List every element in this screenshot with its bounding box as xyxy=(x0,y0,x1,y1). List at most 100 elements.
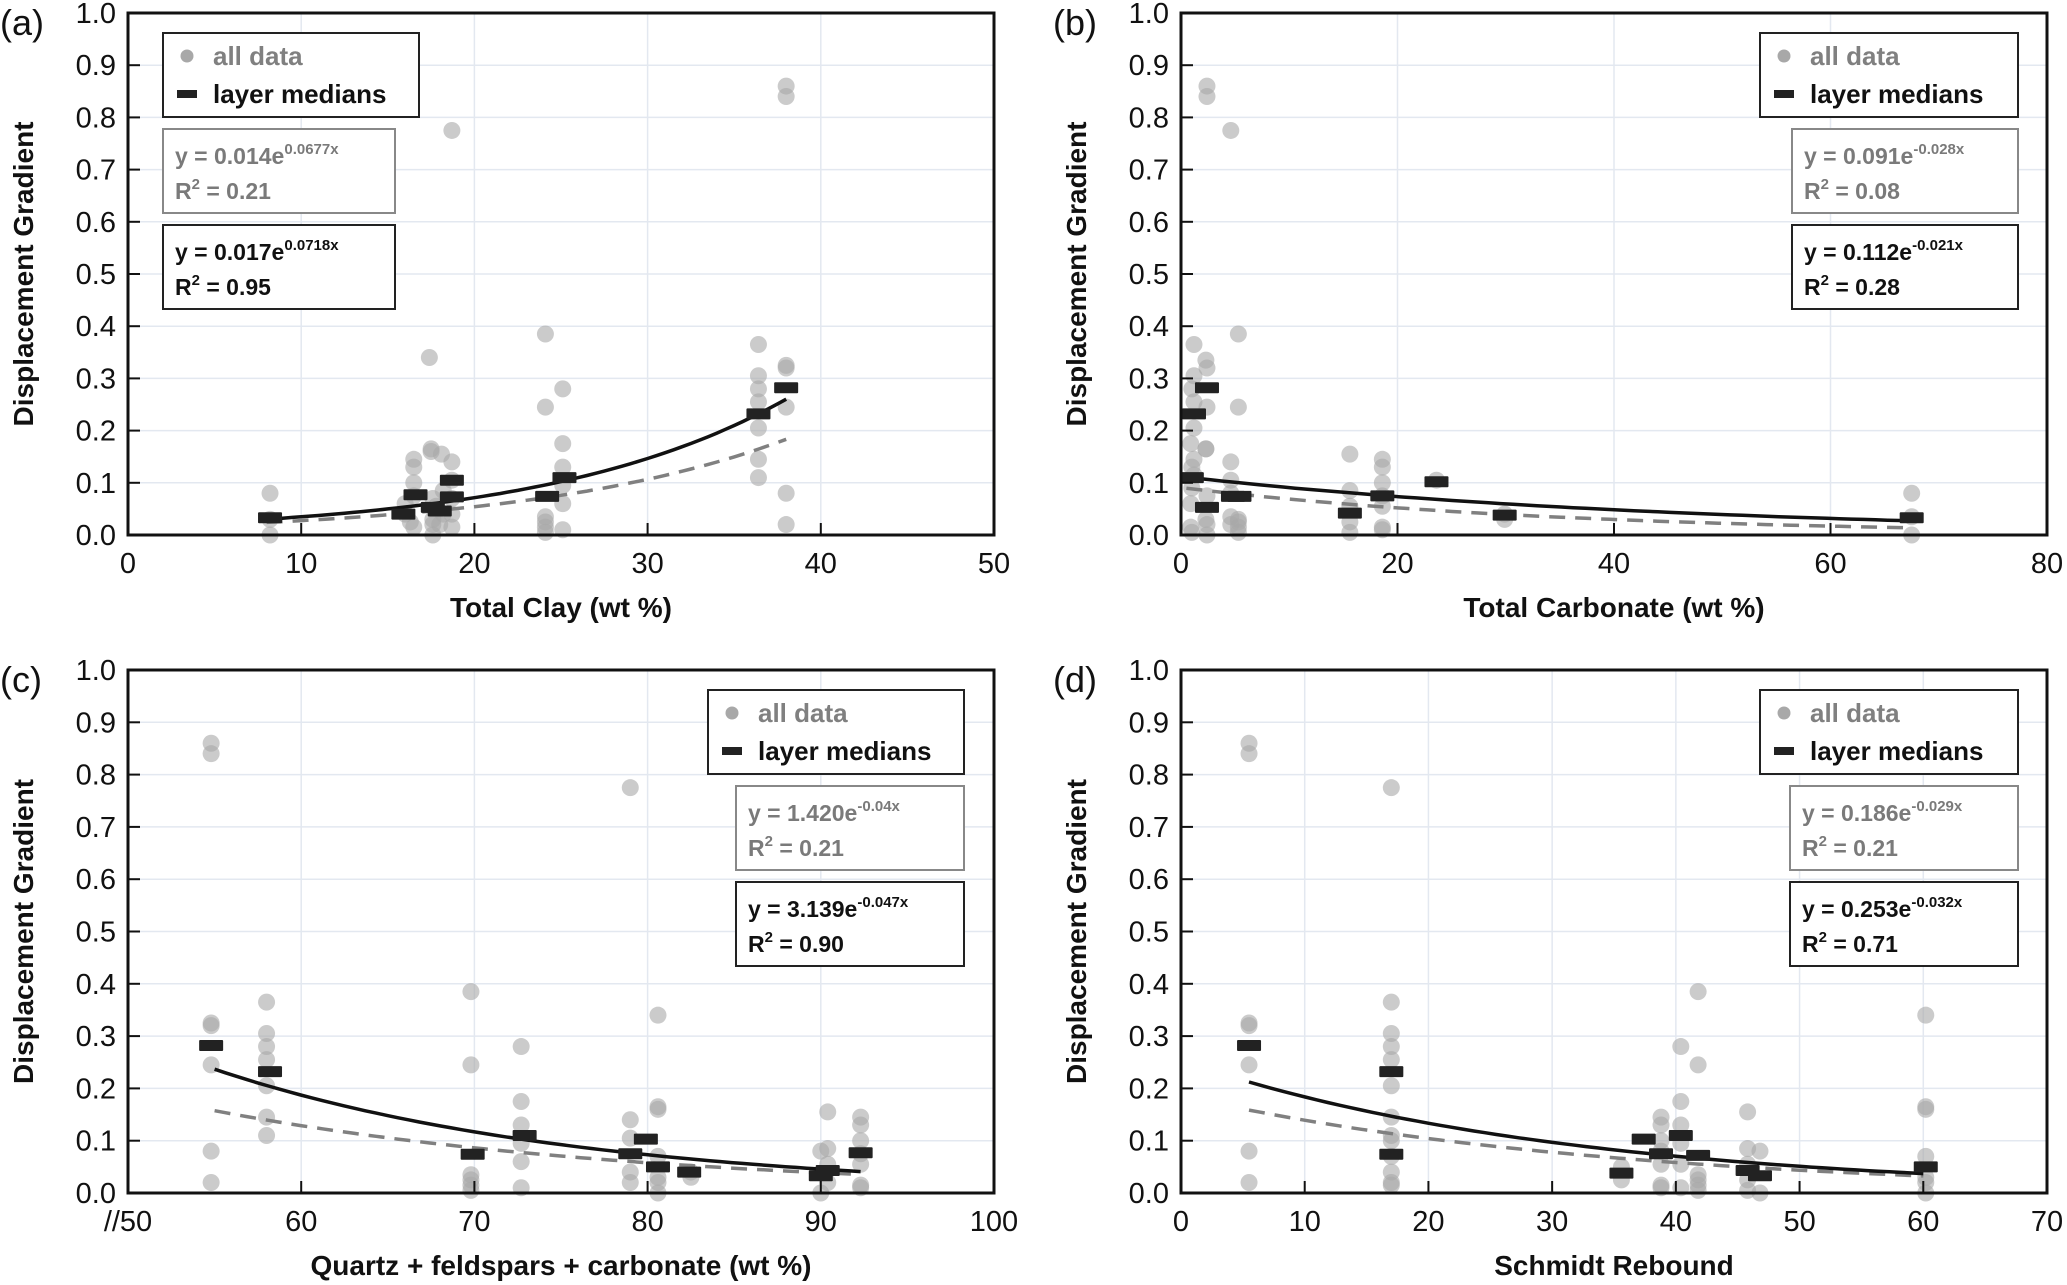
y-tick-label: 0.5 xyxy=(76,917,116,949)
r2-value: = 0.21 xyxy=(200,178,271,204)
y-tick-label: 0.8 xyxy=(76,760,116,792)
legend-frame xyxy=(1759,689,2019,775)
median-marker xyxy=(633,1133,658,1145)
data-point xyxy=(777,484,795,502)
data-point xyxy=(1382,1024,1400,1042)
equation-exponent: -0.047x xyxy=(857,894,909,911)
median-marker xyxy=(427,505,452,517)
median-marker xyxy=(391,508,416,520)
median-marker xyxy=(512,1129,537,1141)
y-tick-label: 1.0 xyxy=(76,655,116,687)
y-tick-label: 0.1 xyxy=(76,468,116,500)
equation-base: y = 0.112e xyxy=(1804,239,1912,265)
y-tick-label: 0.4 xyxy=(1129,969,1169,1001)
data-point xyxy=(462,1056,480,1074)
x-tick-label: 20 xyxy=(1381,548,1413,580)
data-point xyxy=(1240,1174,1258,1192)
data-point xyxy=(1739,1103,1757,1121)
data-point xyxy=(1382,1176,1400,1194)
fit-line-all-data xyxy=(1186,486,1912,530)
equation-box-all-data: y = 0.091e-0.028x R2 = 0.08 xyxy=(1791,128,2019,214)
data-point xyxy=(749,335,767,353)
data-point xyxy=(1373,458,1391,476)
y-tick-label: 0.6 xyxy=(1129,207,1169,239)
equation-box-all-data-equation: y = 0.014e0.0677x xyxy=(175,141,339,169)
data-point xyxy=(1917,1147,1935,1165)
y-tick-label: 0.5 xyxy=(1129,917,1169,949)
equation-box-all-data-equation: y = 1.420e-0.04x xyxy=(748,798,901,826)
y-axis-title: Displacement Gradient xyxy=(8,122,39,427)
data-point xyxy=(202,1017,220,1035)
legend-dot-icon xyxy=(725,706,739,720)
data-point xyxy=(1382,993,1400,1011)
data-point xyxy=(649,1006,667,1024)
y-tick-label: 0.9 xyxy=(1129,707,1169,739)
y-tick-label: 0.0 xyxy=(76,1178,116,1210)
median-marker xyxy=(1747,1170,1772,1182)
median-marker xyxy=(1631,1133,1656,1145)
y-tick-label: 0.3 xyxy=(76,363,116,395)
data-point xyxy=(777,359,795,377)
median-marker xyxy=(1609,1167,1634,1179)
median-marker xyxy=(677,1166,702,1178)
x-axis: 0 20 40 60 80 xyxy=(1173,523,2063,580)
r2-label: R xyxy=(1804,178,1821,204)
r2-value: = 0.21 xyxy=(773,835,844,861)
data-point xyxy=(258,1051,276,1069)
x-tick-label: 0 xyxy=(1173,548,1189,580)
equation-exponent: -0.029x xyxy=(1911,798,1963,815)
fit-line-medians xyxy=(1186,475,1912,523)
median-marker xyxy=(1227,490,1252,502)
legend-frame xyxy=(1759,32,2019,118)
data-point xyxy=(1373,474,1391,492)
data-point xyxy=(202,1174,220,1192)
y-tick-label: 0.5 xyxy=(76,259,116,291)
data-point xyxy=(749,419,767,437)
x-tick-label: 70 xyxy=(458,1206,490,1238)
equation-base: y = 0.253e xyxy=(1802,896,1911,922)
data-point xyxy=(1183,523,1201,541)
r2-value: = 0.95 xyxy=(200,274,271,300)
x-tick-label: 90 xyxy=(805,1206,837,1238)
data-point xyxy=(819,1103,837,1121)
legend-medians-label: layer medians xyxy=(213,79,386,109)
median-marker xyxy=(199,1040,224,1052)
x-tick-label: 20 xyxy=(1412,1206,1444,1238)
data-point xyxy=(1185,367,1203,385)
equation-box-medians-equation: y = 3.139e-0.047x xyxy=(748,894,909,922)
median-marker xyxy=(552,472,577,484)
equation-exponent: -0.028x xyxy=(1913,141,1965,158)
y-tick-label: 0.2 xyxy=(1129,1073,1169,1105)
equation-box-all-data: y = 1.420e-0.04x R2 = 0.21 xyxy=(735,785,965,871)
legend: all data layer medians xyxy=(162,32,420,118)
y-tick-label: 0.1 xyxy=(76,1126,116,1158)
y-tick-label: 0.4 xyxy=(1129,311,1169,343)
y-axis: 0.0 0.1 0.2 0.3 0.4 0.5 0.6 0.7 0.8 0.9 1.0 xyxy=(1129,0,1193,552)
legend-median-icon xyxy=(177,90,197,98)
equation-box-medians-r2: R2 = 0.28 xyxy=(1804,272,1900,300)
panel-c: 0.0 0.1 0.2 0.3 0.4 0.5 0.6 0.7 0.8 0.9 1.0 //50 60 7… xyxy=(0,655,1018,1281)
median-marker xyxy=(535,490,560,502)
median-markers xyxy=(1237,1040,1938,1182)
equation-box-medians-frame xyxy=(162,224,396,310)
data-point xyxy=(649,1100,667,1118)
data-point xyxy=(852,1155,870,1173)
data-point xyxy=(554,458,572,476)
data-point xyxy=(1903,484,1921,502)
y-axis-title: Displacement Gradient xyxy=(1061,779,1092,1084)
fit-line-medians xyxy=(214,1067,861,1174)
x-tick-label: 40 xyxy=(805,548,837,580)
legend-medians-label: layer medians xyxy=(1810,79,1983,109)
data-point xyxy=(1198,487,1216,505)
r2-label: R xyxy=(748,835,765,861)
panel-label: (c) xyxy=(0,659,42,700)
data-point xyxy=(621,1111,639,1129)
x-tick-label: 100 xyxy=(970,1206,1018,1238)
data-point xyxy=(1917,1100,1935,1118)
data-point xyxy=(1185,335,1203,353)
x-tick-label: 30 xyxy=(631,548,663,580)
median-marker xyxy=(1237,1040,1262,1052)
y-tick-label: 0.4 xyxy=(76,969,116,1001)
data-point xyxy=(258,993,276,1011)
equation-box-all-data: y = 0.186e-0.029x R2 = 0.21 xyxy=(1789,785,2019,871)
